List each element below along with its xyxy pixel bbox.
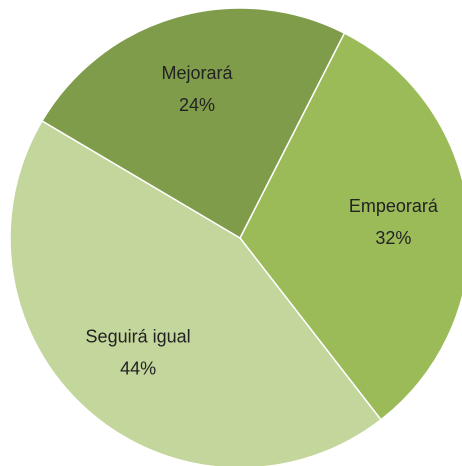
- pie-slice: [41, 7, 346, 240]
- slice-label: Empeorará: [349, 196, 439, 216]
- slice-value: 32%: [375, 228, 411, 248]
- slice-value: 44%: [120, 358, 156, 378]
- slice-label: Mejorará: [161, 63, 233, 83]
- pie-slice: [9, 119, 383, 466]
- slice-value: 24%: [179, 95, 215, 115]
- slice-label: Seguirá igual: [86, 326, 191, 346]
